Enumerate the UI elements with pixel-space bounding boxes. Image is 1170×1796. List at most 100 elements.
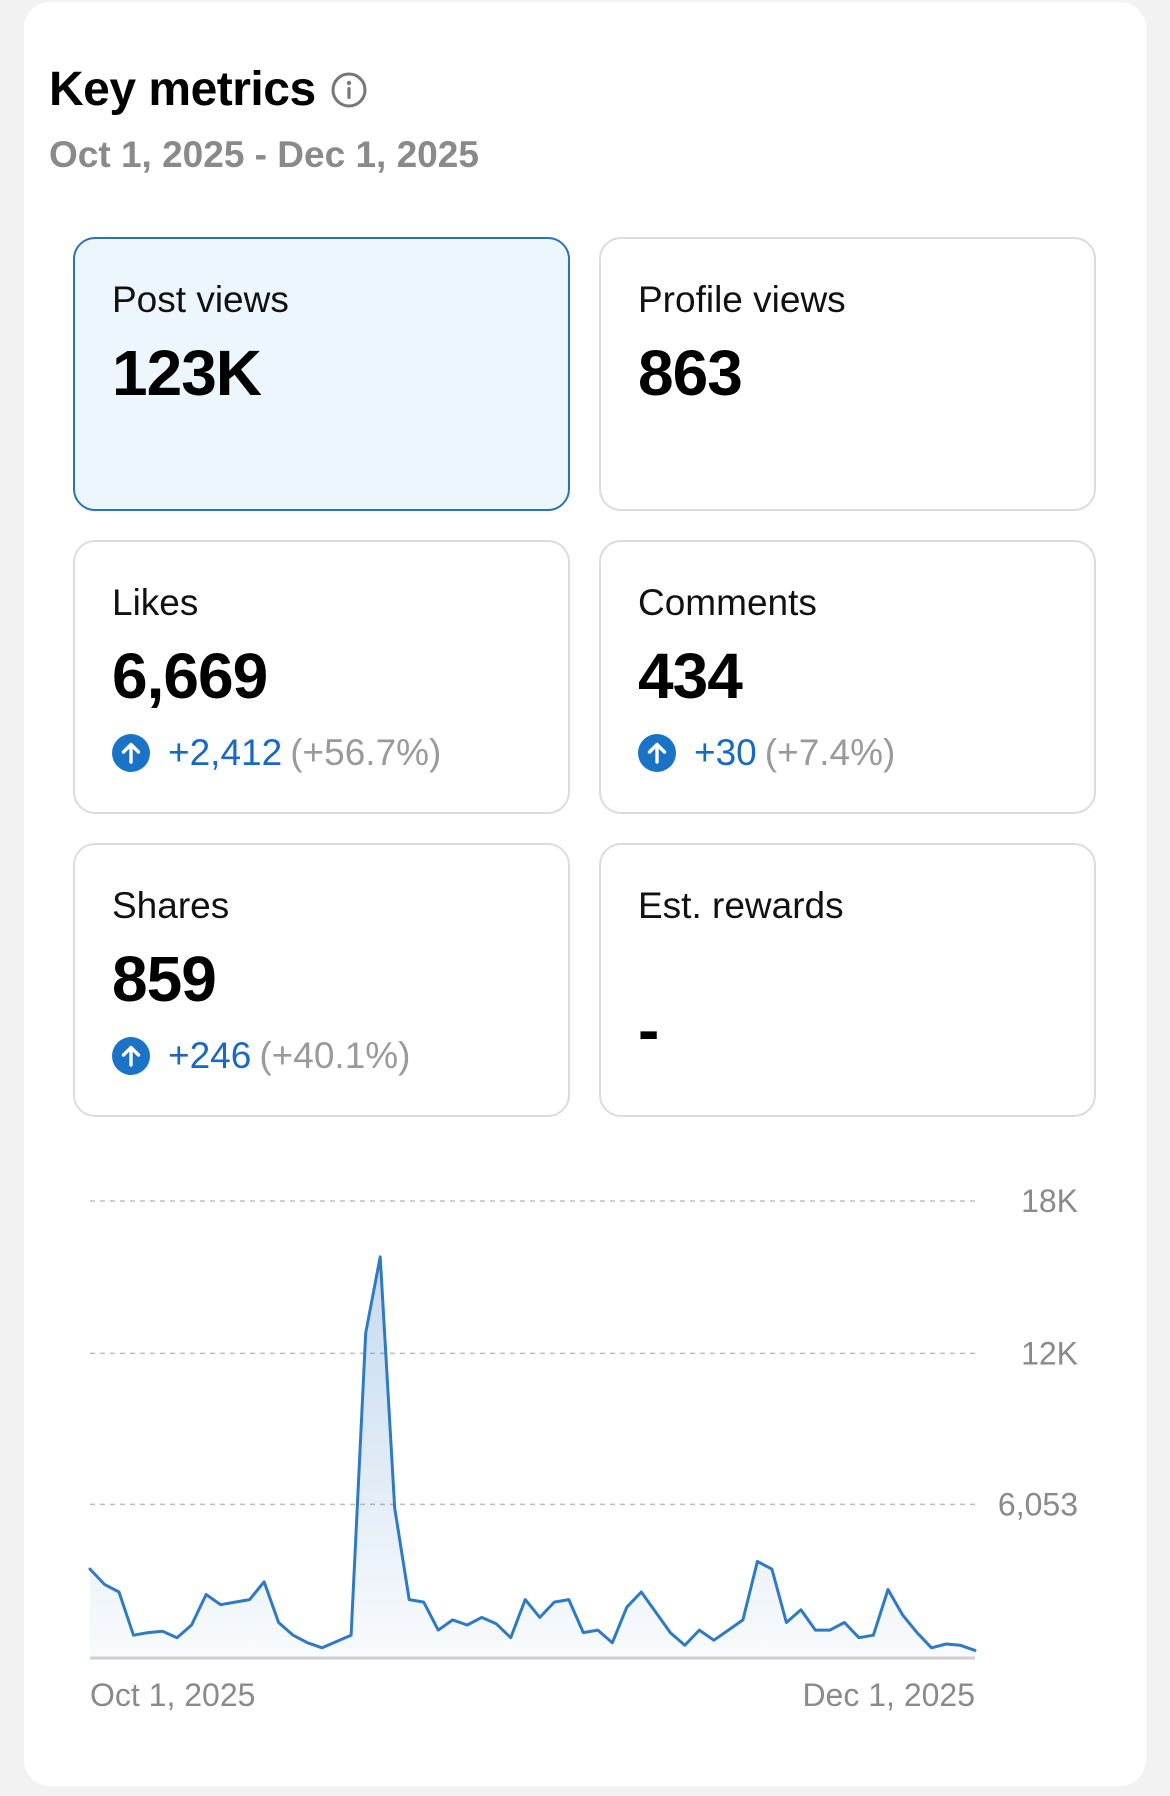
chart-data-point	[174, 1635, 180, 1641]
chart-data-point	[305, 1640, 311, 1646]
chart-data-point	[203, 1592, 209, 1598]
chart-data-point	[566, 1597, 572, 1603]
chart-data-point	[232, 1599, 238, 1605]
chart-data-point	[247, 1597, 253, 1603]
metric-comments[interactable]: Comments 434 +30 (+7.4%)	[599, 540, 1096, 814]
metric-label: Profile views	[638, 279, 846, 320]
metric-shares[interactable]: Shares 859 +246 (+40.1%)	[73, 843, 570, 1117]
chart-data-point	[479, 1614, 485, 1620]
metric-value: 6,669	[112, 640, 268, 712]
chart-data-point	[943, 1641, 949, 1647]
chart-data-point	[667, 1630, 673, 1636]
chart-data-point	[334, 1639, 340, 1645]
chart-data-point	[290, 1632, 296, 1638]
arrow-up-circle-icon	[112, 734, 150, 772]
chart-data-point	[493, 1621, 499, 1627]
chart-data-point	[218, 1602, 224, 1608]
y-tick-label: 6,053	[998, 1486, 1078, 1522]
metric-value: 863	[638, 337, 743, 409]
chart-data-point	[725, 1627, 731, 1633]
metric-value: 859	[112, 943, 217, 1015]
info-icon[interactable]	[330, 71, 368, 109]
chart-data-point	[87, 1566, 93, 1572]
chart-data-point	[580, 1630, 586, 1636]
chart-data-point	[841, 1620, 847, 1626]
chart-data-point	[145, 1630, 151, 1636]
x-tick-label-start: Oct 1, 2025	[90, 1677, 255, 1713]
chart-data-point	[958, 1642, 964, 1648]
chart-data-point	[827, 1627, 833, 1633]
metric-label: Shares	[112, 885, 230, 926]
metric-delta: +30	[694, 732, 757, 773]
chart-data-point	[464, 1622, 470, 1628]
chart-data-point	[900, 1612, 906, 1618]
chart-data-point	[537, 1614, 543, 1620]
chart-data-point	[929, 1645, 935, 1651]
chart-data-point	[609, 1640, 615, 1646]
chart-data-point	[377, 1254, 383, 1260]
arrow-up-circle-icon	[638, 734, 676, 772]
metric-change: +246 (+40.1%)	[112, 1035, 411, 1077]
chart-data-point	[740, 1617, 746, 1623]
header: Key metrics	[49, 62, 368, 117]
chart-data-point	[189, 1622, 195, 1628]
page-title: Key metrics	[49, 63, 316, 116]
metric-post-views[interactable]: Post views 123K	[73, 237, 570, 511]
arrow-up-circle-icon	[112, 1037, 150, 1075]
metric-label: Post views	[112, 279, 289, 320]
chart-data-point	[885, 1587, 891, 1593]
metric-label: Est. rewards	[638, 885, 844, 926]
chart-data-point	[348, 1632, 354, 1638]
x-tick-label-end: Dec 1, 2025	[802, 1677, 975, 1713]
chart-data-point	[319, 1645, 325, 1651]
metric-change: +30 (+7.4%)	[638, 732, 895, 774]
chart-data-point	[131, 1632, 137, 1638]
metric-percent: (+40.1%)	[259, 1035, 411, 1076]
chart-data-point	[160, 1628, 166, 1634]
chart-data-point	[812, 1627, 818, 1633]
metric-delta: +246	[168, 1035, 252, 1076]
chart-data-point	[421, 1599, 427, 1605]
chart-data-point	[870, 1632, 876, 1638]
metric-est-rewards[interactable]: Est. rewards -	[599, 843, 1096, 1117]
metric-percent: (+56.7%)	[290, 732, 442, 773]
chart-data-point	[682, 1642, 688, 1648]
chart-data-point	[914, 1630, 920, 1636]
metric-value: -	[638, 994, 659, 1066]
chart-data-point	[595, 1627, 601, 1633]
chart-data-point	[798, 1607, 804, 1613]
chart-data-point	[696, 1627, 702, 1633]
chart-data-point	[406, 1597, 412, 1603]
chart-data-point	[769, 1566, 775, 1572]
chart-data-point	[653, 1609, 659, 1615]
metric-value: 123K	[112, 337, 262, 409]
chart-data-point	[450, 1617, 456, 1623]
chart-data-point	[856, 1635, 862, 1641]
chart-data-point	[522, 1597, 528, 1603]
metric-change: +2,412 (+56.7%)	[112, 732, 441, 774]
metric-profile-views[interactable]: Profile views 863	[599, 237, 1096, 511]
chart-data-point	[102, 1581, 108, 1587]
y-tick-label: 18K	[1021, 1183, 1078, 1219]
metric-percent: (+7.4%)	[764, 732, 896, 773]
metric-delta: +2,412	[168, 732, 283, 773]
metric-value: 434	[638, 640, 743, 712]
chart-data-point	[783, 1620, 789, 1626]
chart-data-point	[638, 1589, 644, 1595]
chart-data-point	[508, 1635, 514, 1641]
chart-data-point	[116, 1589, 122, 1595]
chart-data-point	[972, 1647, 978, 1653]
chart-data-point	[711, 1637, 717, 1643]
metric-label: Likes	[112, 582, 199, 623]
metric-label: Comments	[638, 582, 817, 623]
date-range: Oct 1, 2025 - Dec 1, 2025	[49, 134, 479, 175]
chart-data-point	[261, 1579, 267, 1585]
metric-likes[interactable]: Likes 6,669 +2,412 (+56.7%)	[73, 540, 570, 814]
chart-data-point	[435, 1627, 441, 1633]
y-tick-label: 12K	[1021, 1335, 1078, 1371]
chart-data-point	[551, 1599, 557, 1605]
chart-data-point	[363, 1330, 369, 1336]
chart-line-series	[88, 1255, 977, 1652]
chart-data-point	[392, 1505, 398, 1511]
chart-data-point	[624, 1604, 630, 1610]
